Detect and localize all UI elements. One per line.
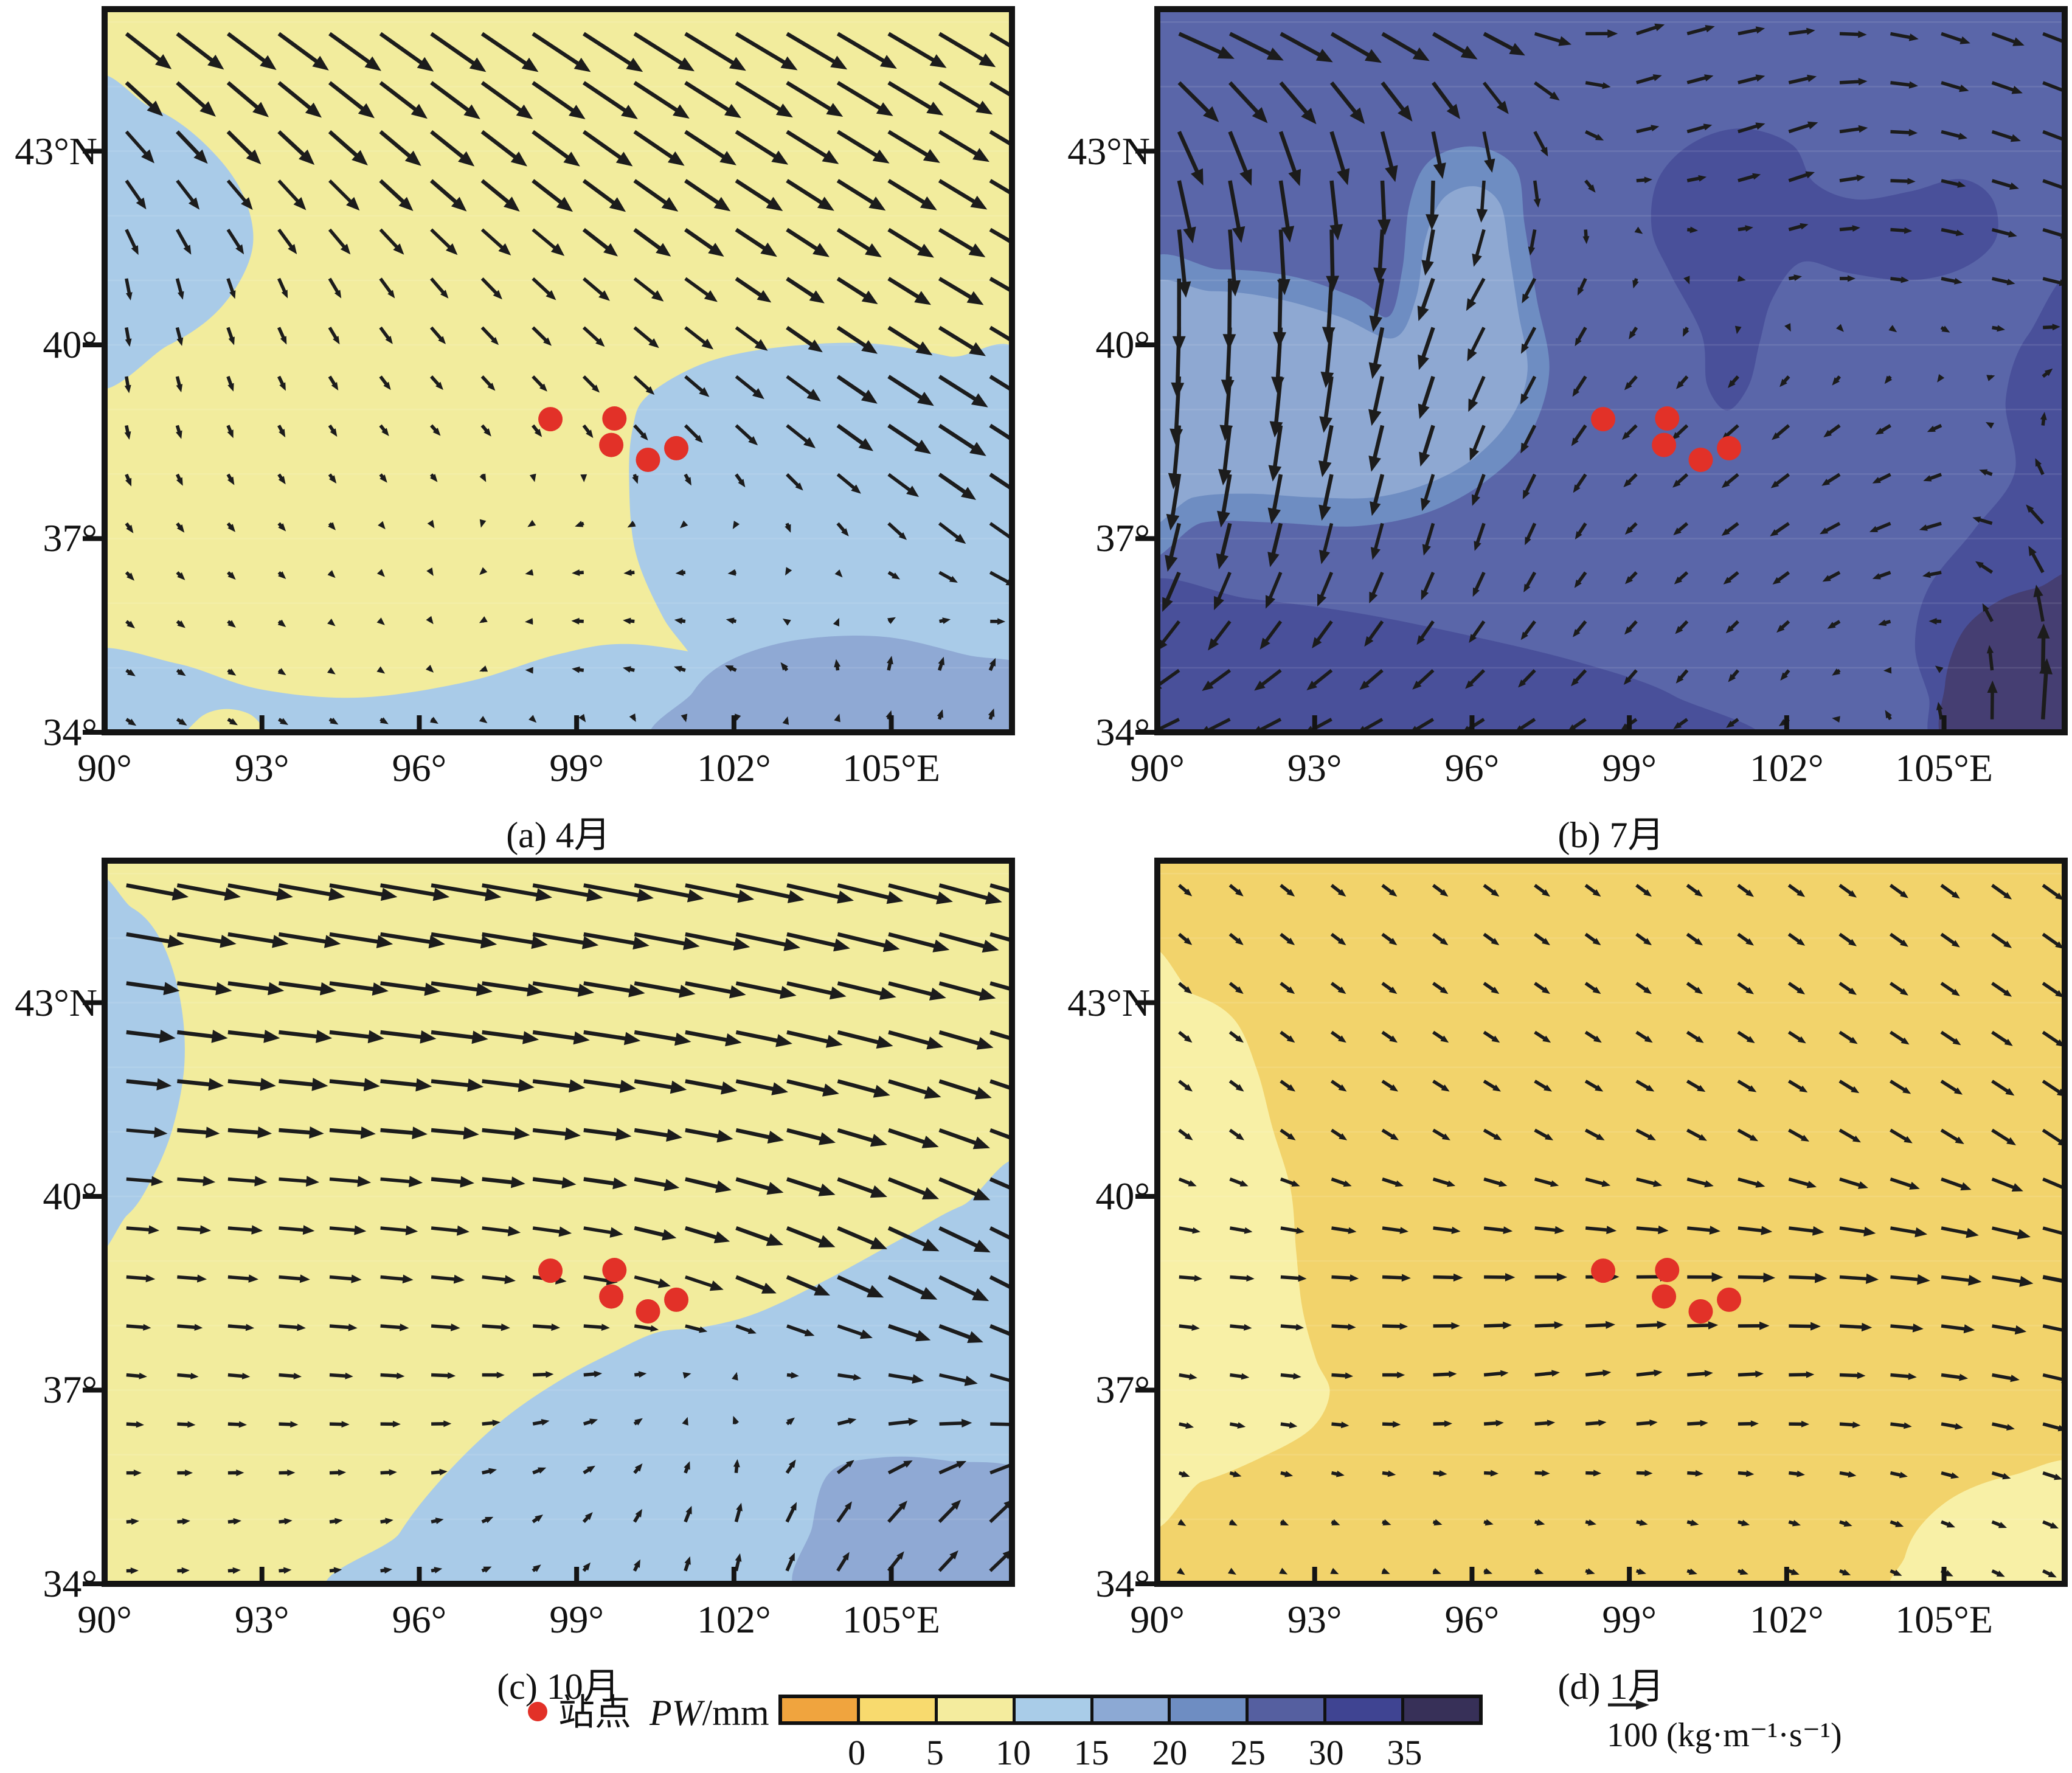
map-plot — [1157, 9, 2065, 732]
x-axis-label: 102° — [697, 1597, 771, 1642]
panel-caption: (a) 4月 — [105, 805, 1012, 858]
x-axis-label: 90° — [77, 746, 132, 791]
station-dot — [664, 1288, 688, 1312]
colorbar-tick: 35 — [1387, 1732, 1422, 1773]
station-dot — [1652, 1285, 1676, 1309]
x-axis-label: 90° — [1130, 1597, 1185, 1642]
x-axis-label: 105°E — [1895, 746, 1993, 791]
x-axis-label: 99° — [1602, 746, 1657, 791]
x-axis-label: 96° — [392, 1597, 447, 1642]
colorbar-tick: 25 — [1230, 1732, 1266, 1773]
x-axis-label: 99° — [549, 1597, 604, 1642]
x-axis-label: 102° — [1750, 746, 1824, 791]
station-dot — [1591, 1258, 1615, 1283]
panel-caption: (c) 10月 — [105, 1657, 1012, 1710]
panel-caption: (d) 1月 — [1157, 1657, 2065, 1710]
station-dot — [636, 448, 660, 472]
x-axis-label: 93° — [235, 746, 289, 791]
station-dot — [1717, 436, 1741, 460]
map-plot — [1157, 861, 2065, 1584]
x-axis-label: 102° — [697, 746, 771, 791]
x-axis-label: 99° — [1602, 1597, 1657, 1642]
station-dot — [1688, 448, 1713, 472]
colorbar-tick: 10 — [996, 1732, 1031, 1773]
x-axis-label: 102° — [1750, 1597, 1824, 1642]
station-dot — [599, 1285, 623, 1309]
reference-vector-value: 100 — [1607, 1716, 1658, 1754]
x-axis-label: 93° — [1287, 746, 1342, 791]
x-axis-label: 99° — [549, 746, 604, 791]
x-axis-label: 90° — [77, 1597, 132, 1642]
map-content — [13, 9, 1103, 777]
colorbar-tick: 0 — [848, 1732, 865, 1773]
panel-caption: (b) 7月 — [1157, 805, 2065, 858]
station-dot — [664, 436, 688, 460]
colorbar-cell-15-20 — [1090, 1698, 1168, 1721]
station-dot — [1717, 1288, 1741, 1312]
colorbar-tick: 5 — [926, 1732, 944, 1773]
station-dot — [602, 406, 626, 431]
station-dot — [1591, 407, 1615, 431]
colorbar-tick: 30 — [1309, 1732, 1344, 1773]
x-axis-label: 105°E — [842, 746, 940, 791]
x-axis-label: 96° — [1445, 1597, 1500, 1642]
reference-vector-unit: (kg·m⁻¹·s⁻¹) — [1666, 1716, 1842, 1754]
x-axis-label: 90° — [1130, 746, 1185, 791]
station-dot — [1688, 1299, 1713, 1324]
station-dot — [599, 433, 623, 457]
x-axis-label: 105°E — [1895, 1597, 1993, 1642]
map-content — [1132, 861, 2072, 1610]
station-dot — [636, 1299, 660, 1324]
map-content — [1091, 9, 2072, 782]
station-dot — [1655, 406, 1679, 431]
station-dot — [538, 1258, 563, 1283]
station-dot — [1655, 1258, 1679, 1282]
colorbar-tick: 20 — [1152, 1732, 1187, 1773]
x-axis-label: 96° — [1445, 746, 1500, 791]
station-dot — [538, 407, 563, 431]
colorbar-tick: 15 — [1074, 1732, 1109, 1773]
x-axis-label: 96° — [392, 746, 447, 791]
x-axis-label: 93° — [235, 1597, 289, 1642]
x-axis-label: 93° — [1287, 1597, 1342, 1642]
map-plot — [105, 9, 1012, 732]
map-plot — [105, 861, 1012, 1584]
station-dot — [1652, 433, 1676, 457]
map-content — [81, 861, 1082, 1631]
station-dot — [602, 1258, 626, 1282]
colorbar-cell-10-15 — [1013, 1698, 1090, 1721]
x-axis-label: 105°E — [842, 1597, 940, 1642]
